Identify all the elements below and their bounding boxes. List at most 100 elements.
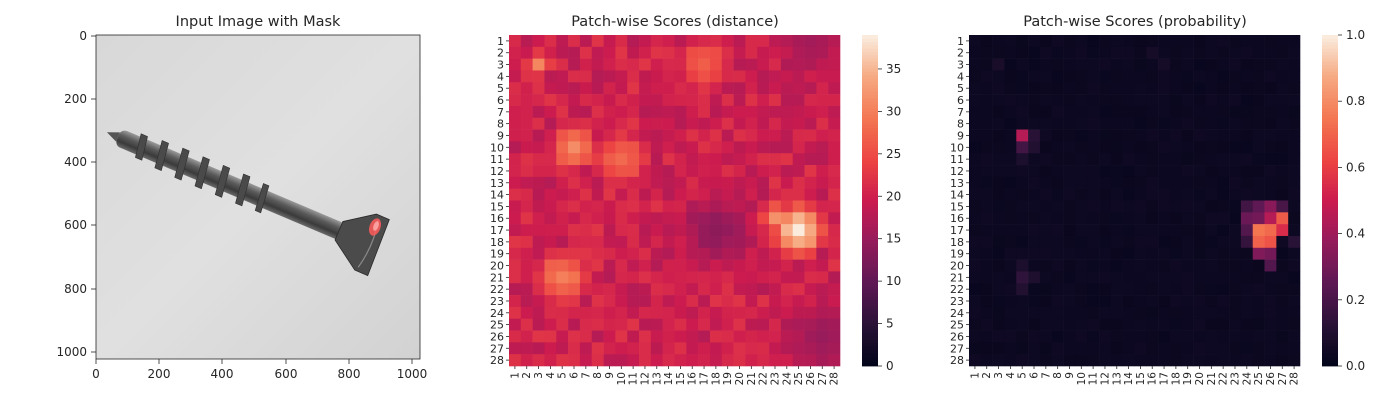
heatmap-cell [509, 141, 522, 154]
heatmap-cell [1264, 200, 1277, 213]
x-tick-label: 9 [604, 372, 616, 379]
heatmap-cell [1063, 105, 1076, 119]
heatmap-cell [1028, 176, 1041, 189]
heatmap-cell [1217, 82, 1230, 95]
heatmap-cell [544, 70, 557, 83]
heatmap-cell [698, 283, 711, 296]
heatmap-cell [591, 94, 604, 107]
colorbar-segment [1322, 140, 1338, 145]
y-tick-label: 21 [490, 271, 504, 284]
heatmap-cell [662, 295, 675, 308]
heatmap-cell [969, 283, 982, 296]
heatmap-cell [757, 283, 770, 296]
heatmap-cell [544, 259, 557, 272]
heatmap-cell [1087, 70, 1100, 83]
colorbar-segment [1322, 352, 1338, 357]
heatmap-cell [1288, 224, 1301, 237]
colorbar-segment [862, 260, 878, 264]
heatmap-cell [1075, 165, 1088, 178]
heatmap-cell [1004, 188, 1017, 201]
heatmap-cell [650, 141, 663, 154]
panel-title-input: Input Image with Mask [176, 14, 341, 30]
heatmap-cell [992, 82, 1005, 95]
heatmap-cell [1134, 58, 1147, 71]
heatmap-cell [591, 306, 604, 320]
heatmap-cell [1288, 342, 1301, 355]
heatmap-cell [1110, 153, 1123, 166]
heatmap-cell [650, 94, 663, 107]
heatmap-cell [650, 283, 663, 296]
heatmap-cell [1229, 141, 1242, 154]
colorbar-segment [862, 356, 878, 360]
colorbar-segment [862, 342, 878, 347]
y-tick-label: 8 [957, 118, 964, 131]
heatmap-cell [615, 153, 628, 166]
colorbar-segment [862, 190, 878, 195]
heatmap-cell [627, 283, 640, 296]
heatmap-cell [568, 224, 581, 237]
heatmap-cell [615, 235, 628, 249]
heatmap-cell [709, 283, 723, 296]
colorbar-segment [862, 283, 878, 287]
colorbar-segment [1322, 286, 1338, 291]
heatmap-cell [980, 354, 993, 367]
heatmap-cell [556, 318, 569, 331]
heatmap-cell [674, 46, 687, 59]
heatmap-cell [721, 165, 734, 178]
colorbar-segment [1322, 127, 1338, 132]
panel-probability: Patch-wise Scores (probability) 12345678… [950, 14, 1365, 385]
heatmap-cell [603, 354, 616, 367]
heatmap-cell [1181, 94, 1194, 107]
heatmap-cell [828, 271, 841, 284]
heatmap-cell [1039, 306, 1053, 320]
x-tick-label: 4 [545, 372, 557, 379]
heatmap-cell [556, 165, 569, 178]
heatmap-cell [532, 224, 545, 237]
heatmap-cell [579, 342, 593, 355]
heatmap-cell [828, 165, 841, 178]
colorbar-segment [1322, 81, 1338, 86]
heatmap-cell [828, 70, 841, 83]
colorbar-segment [862, 104, 878, 109]
heatmap-cell [615, 46, 628, 59]
heatmap-cell [650, 35, 663, 48]
heatmap-cell [745, 342, 758, 355]
heatmap-cell [1099, 35, 1112, 48]
heatmap-cell [520, 200, 533, 213]
colorbar-segment [862, 157, 878, 162]
heatmap-cell [1134, 188, 1147, 201]
heatmap-cell [1264, 153, 1277, 166]
heatmap-cell [980, 153, 993, 166]
heatmap-cell [1229, 283, 1242, 296]
heatmap-cell [509, 188, 522, 201]
heatmap-cell [1051, 129, 1064, 142]
colorbar-segment [862, 101, 878, 105]
heatmap-cell [1252, 295, 1265, 308]
heatmap-cell [568, 235, 581, 249]
heatmap-cell [1205, 247, 1218, 260]
heatmap-cell [1217, 141, 1230, 154]
heatmap-cell [520, 165, 533, 178]
heatmap-cell [1264, 271, 1277, 284]
heatmap-cell [980, 200, 993, 213]
heatmap-cell [662, 176, 675, 189]
heatmap-cell [1004, 94, 1017, 107]
heatmap-cell [1028, 212, 1041, 225]
heatmap-cell [828, 342, 841, 355]
heatmap-cell [745, 188, 758, 201]
colorbar-tick-label: 1.0 [1346, 28, 1365, 42]
heatmap-cell [1158, 117, 1171, 130]
heatmap-cell [520, 295, 533, 308]
heatmap-cell [1110, 283, 1123, 296]
heatmap-cell [1252, 354, 1265, 367]
heatmap-cell [1240, 188, 1254, 201]
colorbar-segment [1322, 336, 1338, 340]
heatmap-cell [780, 58, 794, 71]
heatmap-cell [1016, 354, 1029, 367]
heatmap-cell [745, 200, 758, 213]
colorbar-segment [1322, 283, 1338, 287]
heatmap-cell [568, 271, 581, 284]
heatmap-cell [544, 117, 557, 130]
heatmap-cell [698, 306, 711, 320]
heatmap-cell [627, 188, 640, 201]
